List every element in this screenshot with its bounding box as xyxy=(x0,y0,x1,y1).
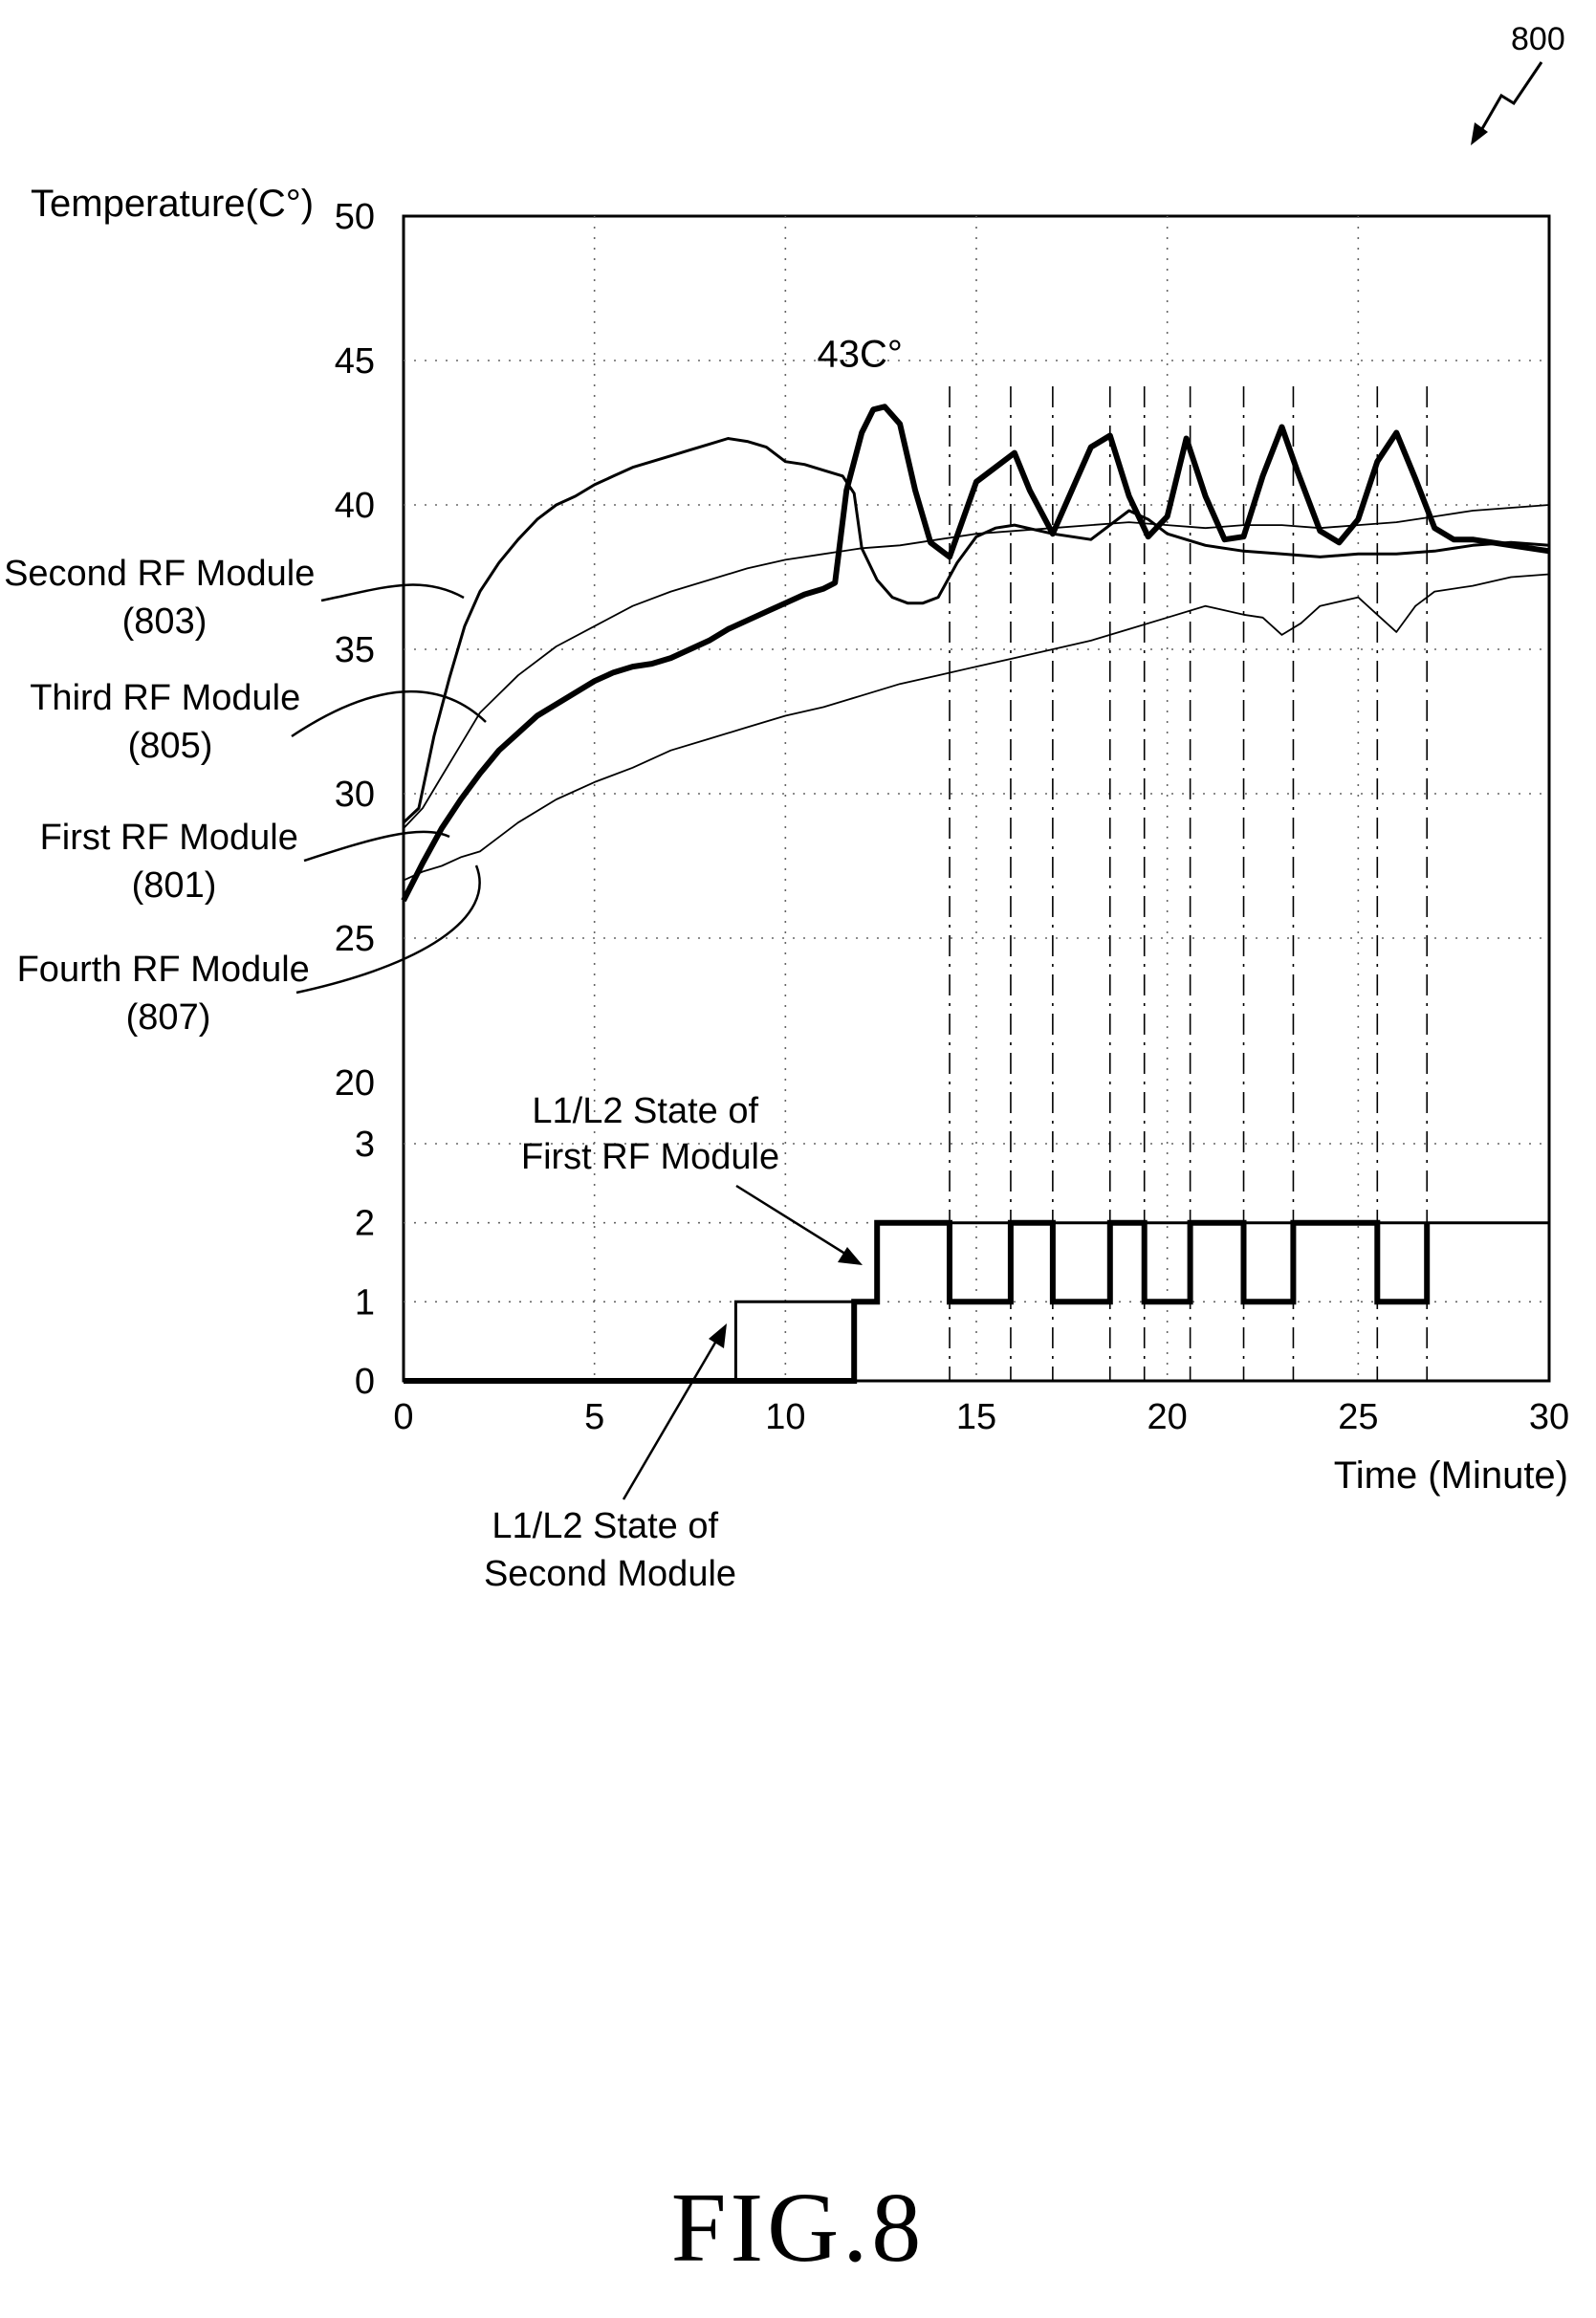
temperature-tick-label: 20 xyxy=(335,1063,375,1104)
series-line-second-rf-module xyxy=(402,437,1550,824)
state-arrow-first-rf-module xyxy=(735,1184,857,1262)
series-label-fourth-rf-module: Fourth RF Module (807) xyxy=(17,950,320,1038)
figure-ref-arrow-icon xyxy=(1475,61,1543,140)
x-axis-title: Time (Minute) xyxy=(1334,1454,1568,1497)
temperature-tick-label: 45 xyxy=(335,341,375,382)
leader-third-rf-module xyxy=(291,690,487,738)
series-line-fourth-rf-module xyxy=(403,573,1550,882)
state-line-l1-l2-state-of-second-module xyxy=(404,1221,1549,1383)
temperature-series xyxy=(401,404,1550,903)
x-tick-label: 10 xyxy=(765,1397,805,1437)
state-arrowhead-second-module-icon xyxy=(709,1323,727,1348)
series-label-first-rf-module: First RF Module (801) xyxy=(40,818,309,906)
temperature-tick-label: 40 xyxy=(335,486,375,526)
state-series xyxy=(404,1219,1549,1384)
x-tick-label: 25 xyxy=(1338,1397,1378,1437)
temperature-tick-label: 50 xyxy=(335,197,375,237)
y-axis-title: Temperature(C°) xyxy=(31,183,314,225)
state-arrowhead-first-rf-module-icon xyxy=(838,1247,863,1265)
figure-ref-label: 800 xyxy=(1511,21,1565,57)
series-label-second-rf-module: Second RF Module (803) xyxy=(4,554,325,642)
temperature-tick-label: 30 xyxy=(335,775,375,815)
x-tick-label: 30 xyxy=(1529,1397,1569,1437)
peak-annotation: 43C° xyxy=(817,333,902,375)
x-tick-label: 15 xyxy=(956,1397,996,1437)
leader-fourth-rf-module xyxy=(295,864,481,995)
x-tick-label: 0 xyxy=(393,1397,413,1437)
state-label-first-rf-module: L1/L2 State of First RF Module xyxy=(521,1091,779,1177)
state-arrow-second-module xyxy=(622,1330,724,1500)
state-tick-label: 2 xyxy=(355,1204,375,1244)
state-label-second-module: L1/L2 State of Second Module xyxy=(484,1506,736,1594)
series-label-third-rf-module: Third RF Module (805) xyxy=(30,678,311,766)
state-tick-label: 3 xyxy=(355,1125,375,1165)
series-line-third-rf-module xyxy=(403,504,1550,829)
series-line-first-rf-module xyxy=(401,404,1550,903)
figure-caption: FIG.8 xyxy=(670,2173,926,2283)
state-line-l1-l2-state-of-first-rf-module xyxy=(404,1219,1431,1384)
temperature-tick-label: 25 xyxy=(335,919,375,959)
x-tick-label: 5 xyxy=(584,1397,604,1437)
figure-ref-arrowhead-icon xyxy=(1471,122,1488,145)
state-tick-label: 1 xyxy=(355,1282,375,1323)
state-tick-label: 0 xyxy=(355,1362,375,1402)
x-tick-label: 20 xyxy=(1148,1397,1188,1437)
leader-second-rf-module xyxy=(320,583,465,602)
grid-lines xyxy=(404,216,1549,1381)
temperature-tick-label: 35 xyxy=(335,630,375,670)
leader-first-rf-module xyxy=(303,830,450,863)
